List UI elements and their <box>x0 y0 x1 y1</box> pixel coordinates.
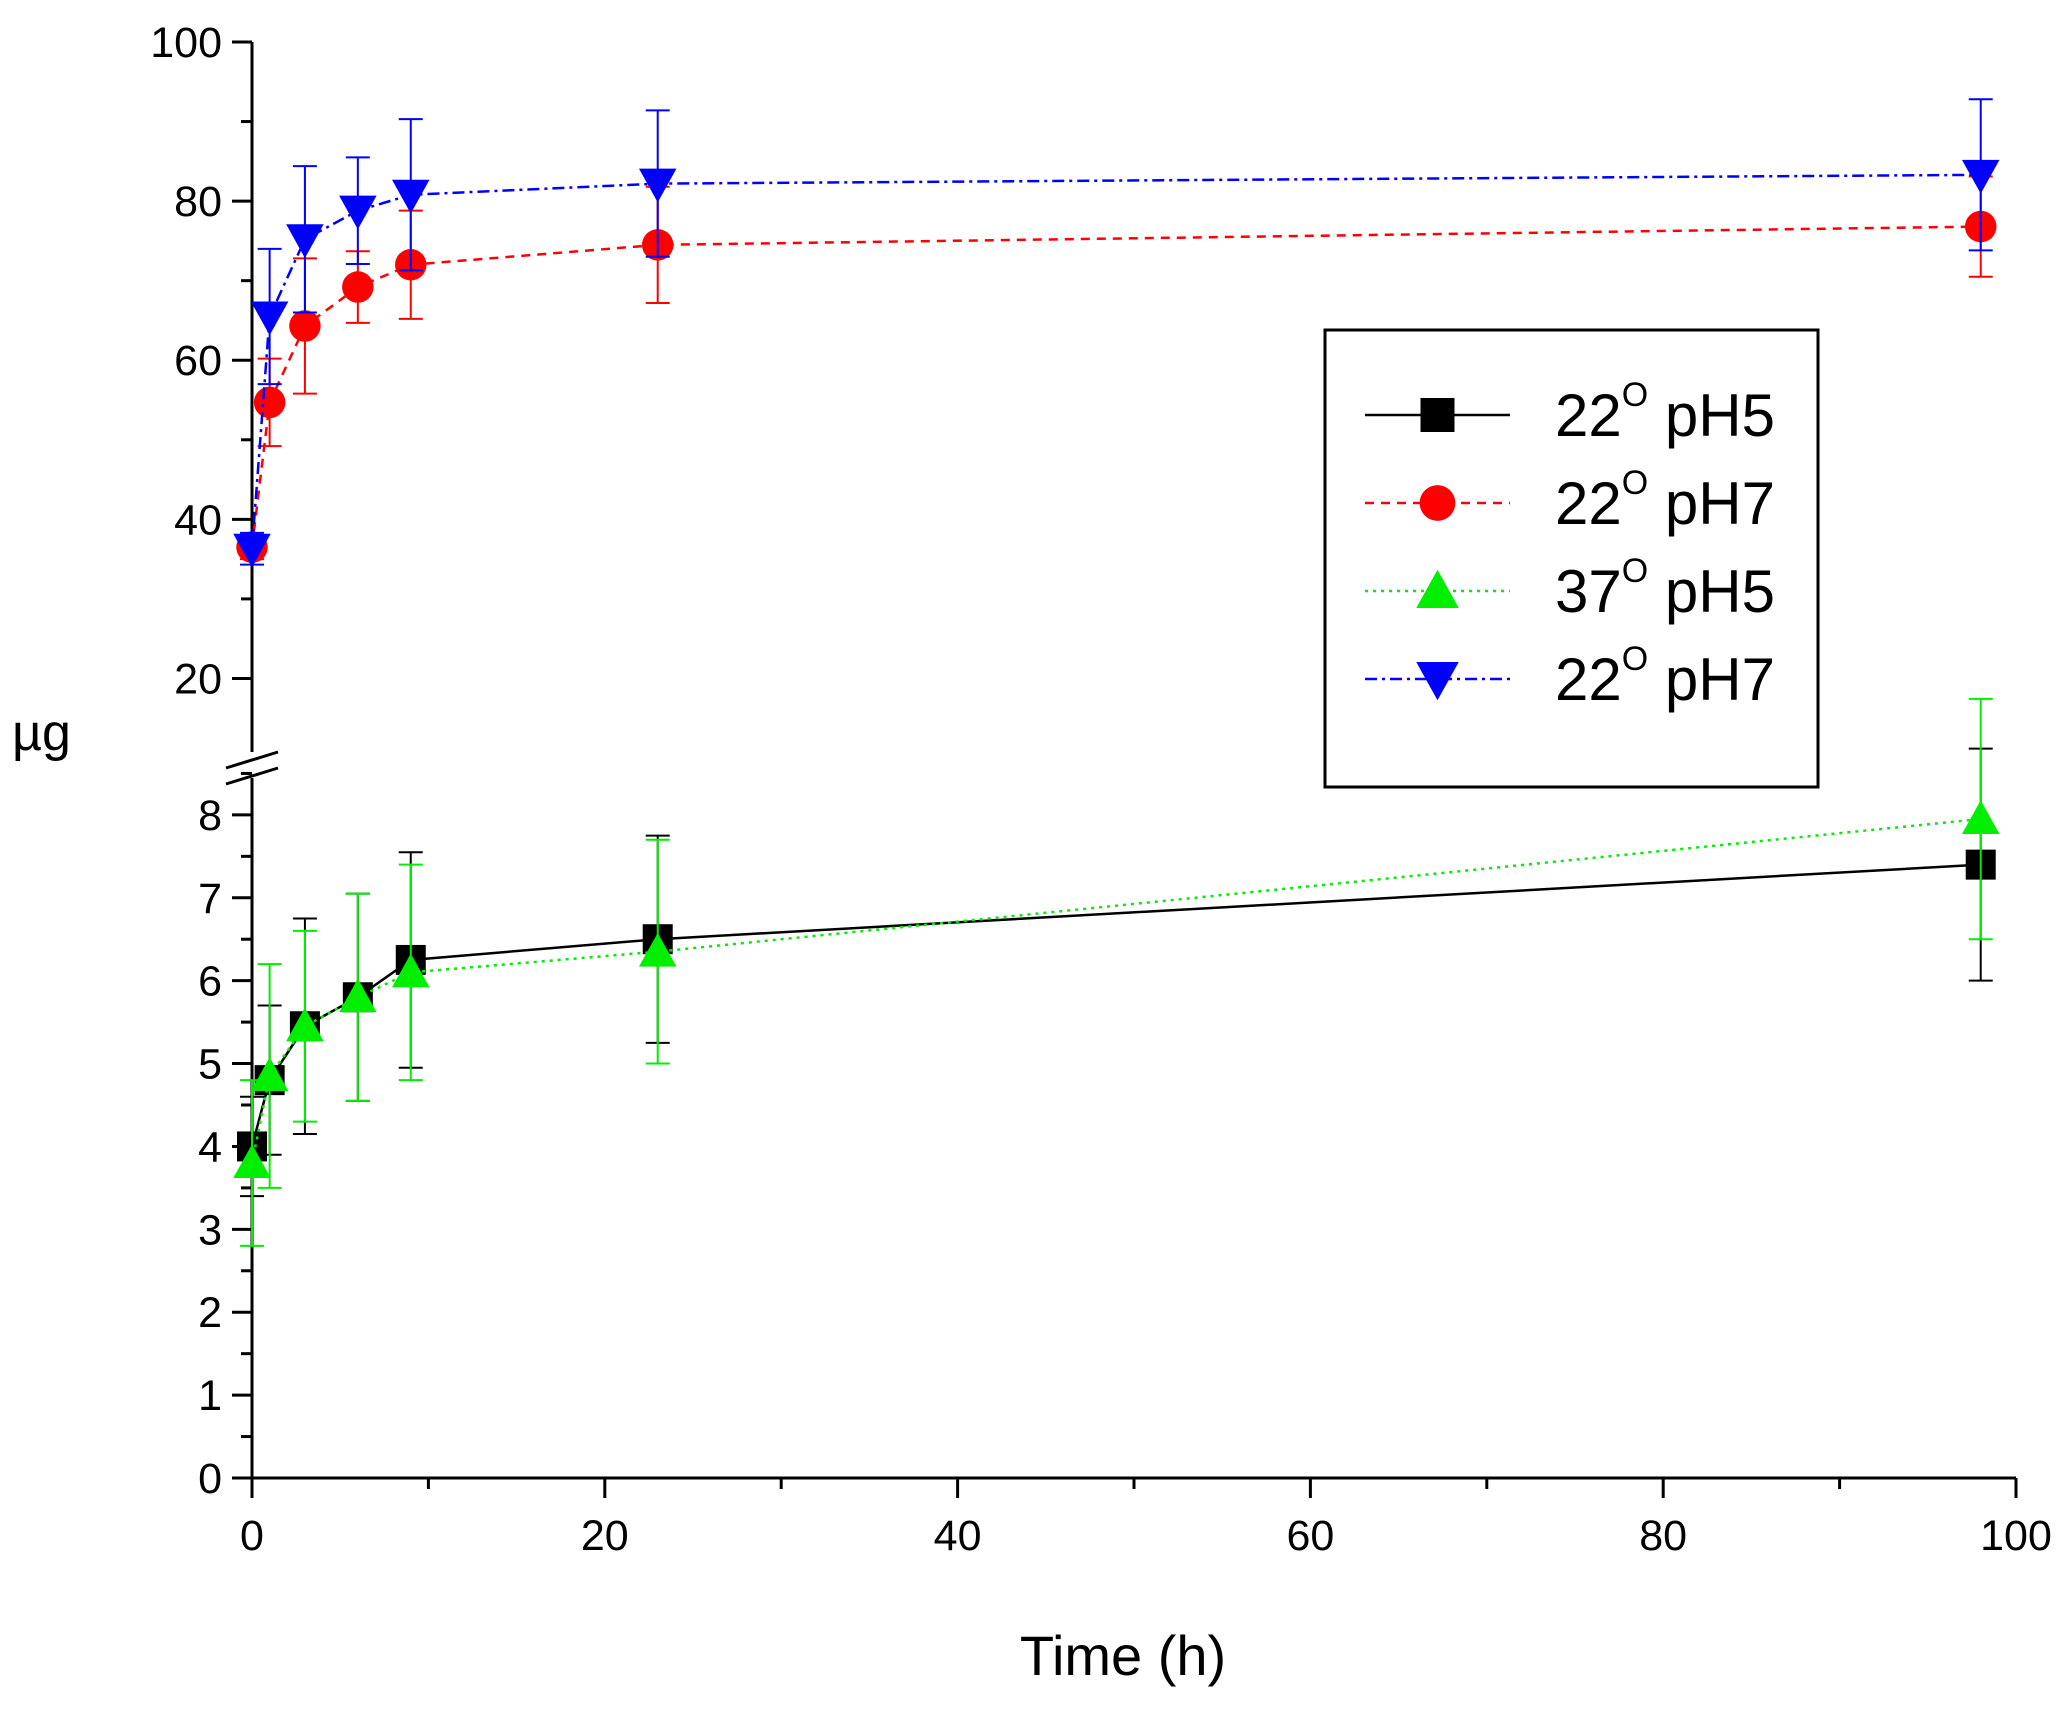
x-axis-title: Time (h) <box>1020 1624 1226 1687</box>
y-tick-label: 8 <box>198 792 222 840</box>
legend: 22O pH5 22O pH7 37O pH5 22O pH7 <box>1323 328 1820 789</box>
series-3 <box>233 697 2000 1247</box>
legend-label: 37O pH5 <box>1555 552 1775 625</box>
data-point <box>1961 800 2000 835</box>
x-tick-label: 80 <box>1639 1512 1687 1560</box>
legend-label: 22O pH7 <box>1555 464 1775 537</box>
series-line <box>250 817 1981 1164</box>
y-tick-label: 20 <box>174 655 222 703</box>
legend-item: 22O pH7 <box>1365 464 1775 537</box>
y-tick-label: 0 <box>198 1455 222 1503</box>
y-tick-label: 80 <box>174 178 222 226</box>
series-1 <box>237 747 1996 1198</box>
axes: 0 20 40 60 80 100 20 40 60 80 100 0 1 2 3 4 5 6 7 8 <box>150 19 2052 1560</box>
legend-marker <box>1416 569 1459 608</box>
data-point <box>286 1007 324 1042</box>
x-tick-label: 20 <box>581 1512 629 1560</box>
x-tick-label: 40 <box>934 1512 982 1560</box>
y-tick-label: 5 <box>198 1041 222 1089</box>
x-tick-label: 0 <box>240 1512 264 1560</box>
legend-box <box>1323 328 1820 789</box>
y-tick-label: 6 <box>198 958 222 1006</box>
data-point <box>339 195 377 230</box>
legend-label: 22O pH5 <box>1555 376 1775 449</box>
data-point <box>233 1144 271 1179</box>
y-tick-label: 4 <box>198 1123 222 1171</box>
legend-item: 37O pH5 <box>1365 552 1775 625</box>
data-point <box>250 301 289 336</box>
y-tick-label: 2 <box>198 1289 222 1337</box>
data-point <box>392 953 430 988</box>
data-point <box>286 224 324 259</box>
series-4 <box>233 98 2000 568</box>
data-point <box>250 1057 289 1091</box>
data-point <box>638 168 677 203</box>
legend-marker <box>1420 398 1455 432</box>
legend-label: 22O pH7 <box>1555 640 1775 713</box>
data-point <box>342 271 374 303</box>
legend-item: 22O pH7 <box>1365 640 1775 713</box>
y-tick-label: 7 <box>198 875 222 923</box>
y-axis-break-mark <box>225 766 279 786</box>
x-tick-label: 100 <box>1980 1512 2052 1560</box>
y-tick-label: 40 <box>174 496 222 544</box>
data-point <box>289 310 321 342</box>
y-tick-label: 1 <box>198 1372 222 1420</box>
y-axis-break-mark <box>225 750 279 770</box>
data-point <box>339 978 377 1013</box>
y-tick-label: 100 <box>150 19 222 67</box>
plot-area <box>233 98 2000 1247</box>
legend-item: 22O pH5 <box>1365 376 1775 449</box>
data-point <box>392 179 430 214</box>
y-axis-title: µg <box>12 704 71 762</box>
y-tick-label: 60 <box>174 337 222 385</box>
x-tick-label: 60 <box>1286 1512 1334 1560</box>
y-tick-label: 3 <box>198 1206 222 1254</box>
data-point <box>638 932 677 967</box>
data-point <box>253 386 286 419</box>
data-point <box>1961 159 2000 194</box>
legend-marker <box>1419 485 1456 521</box>
data-point <box>233 533 271 568</box>
legend-marker <box>1416 662 1459 701</box>
